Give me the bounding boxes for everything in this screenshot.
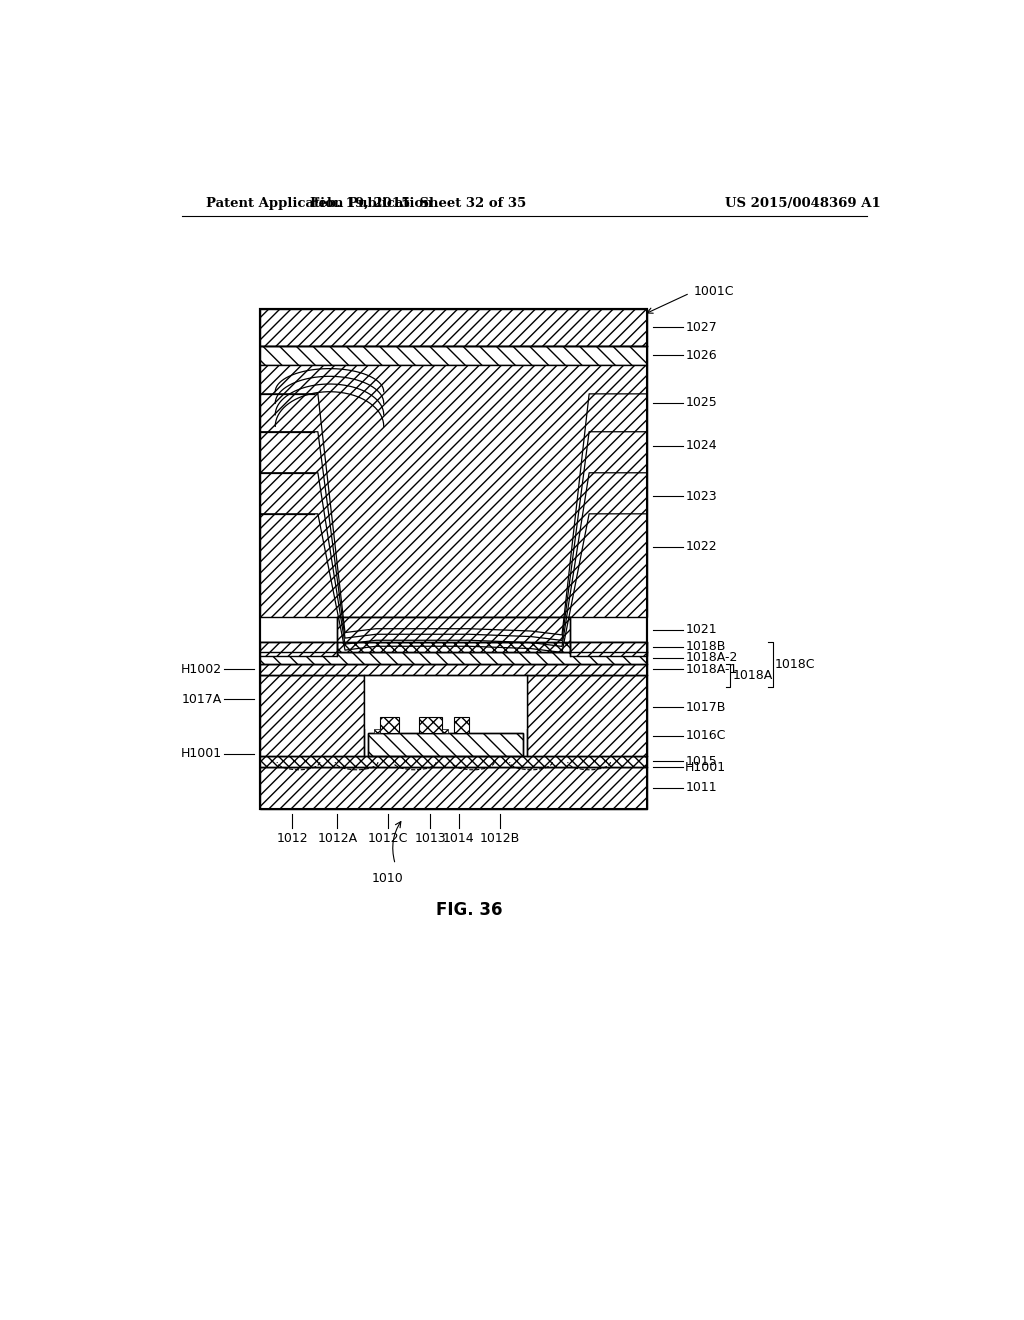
Bar bbox=[260, 309, 647, 346]
Bar bbox=[260, 309, 647, 809]
Bar bbox=[374, 729, 380, 733]
Text: 1012C: 1012C bbox=[368, 832, 408, 845]
Text: Patent Application Publication: Patent Application Publication bbox=[206, 197, 432, 210]
Text: 1026: 1026 bbox=[685, 348, 717, 362]
Bar bbox=[380, 718, 399, 733]
Bar bbox=[454, 718, 469, 733]
Bar bbox=[260, 664, 647, 675]
Bar bbox=[260, 309, 647, 809]
Bar bbox=[260, 652, 647, 664]
Text: 1024: 1024 bbox=[685, 440, 717, 451]
Text: H1001: H1001 bbox=[180, 747, 222, 760]
Text: 1027: 1027 bbox=[685, 321, 717, 334]
Bar bbox=[260, 346, 647, 364]
Text: 1018C: 1018C bbox=[775, 657, 816, 671]
Text: 1017B: 1017B bbox=[685, 701, 726, 714]
Bar bbox=[365, 675, 527, 729]
Text: 1011: 1011 bbox=[685, 781, 717, 795]
Text: 1018A-2: 1018A-2 bbox=[685, 651, 737, 664]
Text: 1001C: 1001C bbox=[693, 285, 734, 298]
Text: 1023: 1023 bbox=[685, 490, 717, 503]
Text: 1017A: 1017A bbox=[181, 693, 222, 706]
Text: 1015: 1015 bbox=[685, 755, 717, 768]
Text: 1022: 1022 bbox=[685, 540, 717, 553]
Bar bbox=[369, 733, 523, 756]
Bar bbox=[260, 756, 647, 767]
Text: H1002: H1002 bbox=[180, 663, 222, 676]
Text: 1012A: 1012A bbox=[317, 832, 357, 845]
Text: Feb. 19, 2015  Sheet 32 of 35: Feb. 19, 2015 Sheet 32 of 35 bbox=[310, 197, 526, 210]
Text: H1001: H1001 bbox=[685, 760, 726, 774]
Text: 1018B: 1018B bbox=[685, 640, 726, 653]
Bar bbox=[527, 675, 647, 756]
Text: FIG. 36: FIG. 36 bbox=[436, 902, 502, 920]
Bar bbox=[260, 642, 337, 656]
Text: US 2015/0048369 A1: US 2015/0048369 A1 bbox=[725, 197, 881, 210]
Text: 1025: 1025 bbox=[685, 396, 717, 409]
Bar bbox=[419, 718, 442, 733]
Bar bbox=[442, 729, 449, 733]
Text: 1012: 1012 bbox=[276, 832, 308, 845]
Bar bbox=[369, 733, 523, 756]
Bar bbox=[569, 642, 647, 656]
Text: 1018A-1: 1018A-1 bbox=[685, 663, 737, 676]
Text: 1016C: 1016C bbox=[685, 729, 726, 742]
Bar bbox=[260, 675, 365, 756]
Text: 1013: 1013 bbox=[415, 832, 446, 845]
Text: 1012B: 1012B bbox=[480, 832, 520, 845]
Text: 1014: 1014 bbox=[443, 832, 475, 845]
Text: 1010: 1010 bbox=[372, 873, 403, 886]
Bar bbox=[260, 642, 647, 652]
Text: 1018A: 1018A bbox=[732, 668, 773, 681]
Bar bbox=[260, 767, 647, 809]
Bar bbox=[260, 364, 647, 618]
Text: 1021: 1021 bbox=[685, 623, 717, 636]
Bar bbox=[337, 618, 569, 642]
